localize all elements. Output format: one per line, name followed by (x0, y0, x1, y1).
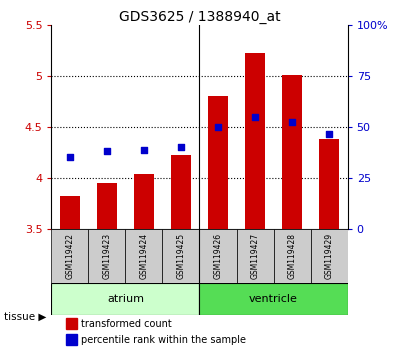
FancyBboxPatch shape (199, 229, 237, 284)
Text: GSM119429: GSM119429 (325, 233, 334, 279)
FancyBboxPatch shape (310, 229, 348, 284)
Text: GSM119427: GSM119427 (250, 233, 260, 279)
Text: ventricle: ventricle (249, 294, 298, 304)
Bar (245, 53, 265, 229)
Text: tissue ▶: tissue ▶ (4, 312, 46, 322)
Bar (97, 183, 117, 229)
FancyBboxPatch shape (88, 229, 126, 284)
Text: GSM119425: GSM119425 (177, 233, 186, 279)
Text: transformed count: transformed count (81, 319, 172, 329)
Text: percentile rank within the sample: percentile rank within the sample (81, 335, 246, 344)
Bar (66, 318, 77, 330)
Point (252, 114, 258, 120)
Point (141, 148, 147, 153)
Text: GSM119428: GSM119428 (288, 233, 297, 279)
Bar (60, 196, 80, 229)
FancyBboxPatch shape (51, 284, 199, 315)
Point (178, 144, 184, 150)
FancyBboxPatch shape (51, 229, 88, 284)
Text: GSM119424: GSM119424 (139, 233, 149, 279)
Point (326, 131, 332, 137)
Bar (282, 75, 302, 229)
Text: GSM119422: GSM119422 (65, 233, 74, 279)
FancyBboxPatch shape (126, 229, 162, 284)
Point (289, 119, 295, 125)
Point (67, 155, 73, 160)
Text: atrium: atrium (107, 294, 144, 304)
Title: GDS3625 / 1388940_at: GDS3625 / 1388940_at (118, 10, 280, 24)
Text: GSM119426: GSM119426 (213, 233, 222, 279)
Bar (319, 139, 339, 229)
Bar (134, 174, 154, 229)
FancyBboxPatch shape (237, 229, 274, 284)
FancyBboxPatch shape (274, 229, 310, 284)
Bar (66, 334, 77, 346)
FancyBboxPatch shape (162, 229, 199, 284)
Point (104, 149, 110, 154)
FancyBboxPatch shape (199, 284, 348, 315)
Text: GSM119423: GSM119423 (102, 233, 111, 279)
Point (215, 124, 221, 130)
Bar (208, 96, 228, 229)
Bar (171, 155, 191, 229)
